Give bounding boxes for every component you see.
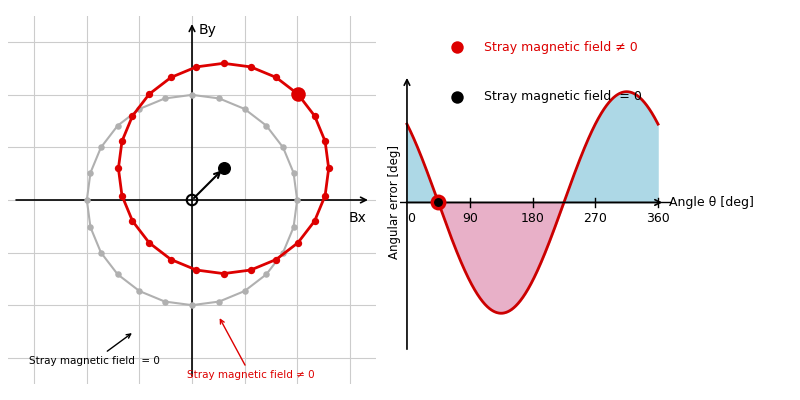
Text: 90: 90 [462, 212, 478, 226]
Point [115, 192, 128, 199]
Text: Angular error [deg]: Angular error [deg] [388, 146, 401, 260]
Text: Stray magnetic field  = 0: Stray magnetic field = 0 [29, 334, 160, 366]
Point [318, 138, 331, 144]
Text: 0: 0 [407, 212, 415, 226]
Point [308, 218, 321, 224]
Text: 360: 360 [646, 212, 670, 226]
Point [111, 122, 124, 129]
Point [190, 267, 202, 273]
Point [322, 165, 335, 172]
Point [112, 165, 125, 172]
Text: Angle θ [deg]: Angle θ [deg] [669, 196, 754, 209]
Point [213, 95, 226, 102]
Point [133, 106, 146, 112]
Point [142, 91, 155, 97]
Point [277, 249, 290, 256]
Point [270, 256, 282, 263]
Point [287, 170, 300, 176]
Point [318, 192, 331, 199]
Point [158, 95, 171, 102]
Point [133, 288, 146, 294]
Point [217, 165, 230, 172]
Text: By: By [198, 23, 216, 37]
Point [190, 64, 202, 70]
Text: 180: 180 [521, 212, 545, 226]
Point [270, 74, 282, 81]
Point [450, 44, 463, 50]
Point [142, 240, 155, 246]
Text: 270: 270 [583, 212, 607, 226]
Point [260, 122, 273, 129]
Point [94, 249, 107, 256]
Point [287, 224, 300, 230]
Point [291, 240, 304, 246]
Text: Bx: Bx [349, 210, 366, 224]
Point [126, 113, 139, 119]
Point [291, 91, 304, 97]
Point [126, 218, 139, 224]
Point [432, 199, 445, 206]
Point [244, 267, 257, 273]
Point [84, 170, 97, 176]
Point [291, 91, 304, 97]
Point [217, 60, 230, 66]
Point [238, 288, 251, 294]
Point [115, 138, 128, 144]
Point [260, 271, 273, 278]
Point [111, 271, 124, 278]
Text: Stray magnetic field ≠ 0: Stray magnetic field ≠ 0 [186, 320, 314, 380]
Point [165, 74, 178, 81]
Point [158, 298, 171, 305]
Point [290, 197, 303, 203]
Point [81, 197, 94, 203]
Point [186, 92, 198, 98]
Point [94, 144, 107, 151]
Point [84, 224, 97, 230]
Point [165, 256, 178, 263]
Point [450, 94, 463, 100]
Point [277, 144, 290, 151]
Text: Stray magnetic field ≠ 0: Stray magnetic field ≠ 0 [484, 41, 638, 54]
Point [244, 64, 257, 70]
Point [217, 270, 230, 277]
Point [186, 302, 198, 308]
Point [238, 106, 251, 112]
Text: Stray magnetic field  = 0: Stray magnetic field = 0 [484, 90, 642, 103]
Point [308, 113, 321, 119]
Point [213, 298, 226, 305]
